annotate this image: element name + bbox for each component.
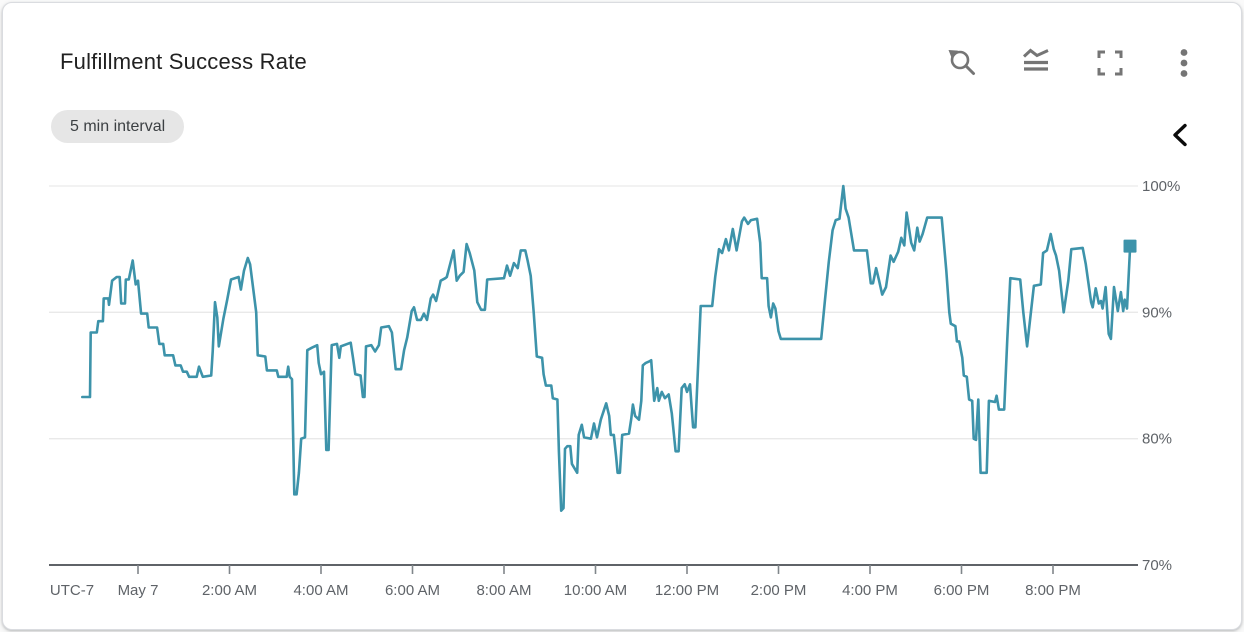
interval-chip[interactable]: 5 min interval (51, 110, 185, 143)
x-axis-label: 2:00 AM (202, 582, 257, 599)
x-axis-label: 2:00 PM (751, 582, 807, 599)
x-axis-label: 8:00 PM (1025, 582, 1081, 599)
y-axis-label: 90% (1142, 304, 1172, 321)
x-axis-label: 10:00 AM (564, 582, 627, 599)
x-axis-label: 12:00 PM (655, 582, 719, 599)
x-axis-label: 8:00 AM (476, 582, 531, 599)
x-axis-label: 4:00 PM (842, 582, 898, 599)
interval-chip-label: 5 min interval (70, 118, 166, 135)
y-axis-label: 100% (1142, 178, 1180, 195)
legend-collapse-button[interactable] (1166, 121, 1196, 151)
y-axis-label: 80% (1142, 431, 1172, 448)
x-axis-timezone-label: UTC-7 (50, 582, 94, 599)
latest-point-marker (1123, 239, 1137, 253)
chart-toolbar (945, 47, 1201, 81)
success-rate-line (81, 184, 1132, 513)
fullscreen-button[interactable] (1093, 47, 1127, 81)
x-axis-label: 6:00 AM (385, 582, 440, 599)
x-axis-label: May 7 (118, 582, 159, 599)
x-axis-label: 6:00 PM (934, 582, 990, 599)
chart-mode-icon (1020, 47, 1052, 82)
more-options-button[interactable] (1167, 47, 1201, 81)
fullscreen-icon (1095, 48, 1125, 81)
more-options-icon (1168, 47, 1200, 82)
reset-zoom-icon (946, 47, 978, 82)
chart-mode-button[interactable] (1019, 47, 1053, 81)
chevron-left-icon (1169, 122, 1193, 151)
chart-title: Fulfillment Success Rate (60, 49, 307, 74)
x-axis-label: 4:00 AM (293, 582, 348, 599)
chart-plot-area[interactable]: 100% 90% 80% 70% May 7 2:00 AM 4:00 AM 6:00 AM 8… (3, 3, 1243, 627)
y-axis-label: 70% (1142, 557, 1172, 574)
reset-zoom-button[interactable] (945, 47, 979, 81)
